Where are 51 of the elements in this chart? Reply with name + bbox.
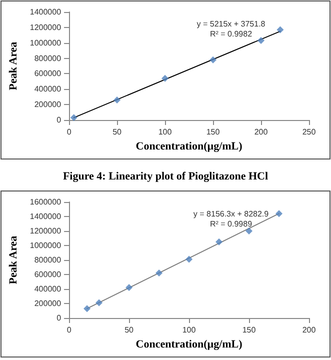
x-tick-label: 100 bbox=[158, 128, 172, 136]
point bbox=[246, 228, 253, 234]
x-tick-label: 50 bbox=[124, 326, 134, 334]
y-tick-label: 1200000 bbox=[30, 22, 62, 32]
point bbox=[216, 238, 223, 246]
x-tick-label: 250 bbox=[302, 128, 316, 136]
y-tick-label: 200000 bbox=[34, 299, 62, 308]
point bbox=[276, 210, 283, 218]
point bbox=[210, 56, 217, 64]
point bbox=[156, 270, 163, 277]
point bbox=[276, 26, 284, 34]
point bbox=[114, 96, 121, 104]
x-axis-title: Concentration(µg/mL) bbox=[136, 140, 243, 152]
x-tick-label: 150 bbox=[206, 128, 220, 136]
x-tick-label: 100 bbox=[182, 326, 196, 334]
y-tick-label: 1000000 bbox=[30, 38, 62, 48]
annotation: y = 5215x + 3751.8 bbox=[196, 20, 266, 28]
y-tick-label: 1400000 bbox=[30, 8, 62, 16]
y-tick-label: 1200000 bbox=[30, 226, 62, 236]
annotation: y = 8156.3x + 8282.9 bbox=[193, 210, 270, 218]
x-tick-label: 200 bbox=[302, 326, 316, 334]
point bbox=[258, 37, 265, 44]
y-tick-label: 600000 bbox=[34, 69, 62, 78]
annotation: R² = 0.9989 bbox=[210, 220, 253, 228]
y-tick-label: 1400000 bbox=[30, 212, 62, 221]
y-axis-title: Peak Area bbox=[8, 235, 20, 284]
y-axis-title: Peak Area bbox=[8, 41, 20, 90]
x-tick-label: 0 bbox=[66, 128, 72, 136]
point bbox=[70, 114, 78, 122]
x-tick-label: 200 bbox=[254, 128, 268, 136]
y-tick-label: 800000 bbox=[34, 54, 62, 63]
annotation: R² = 0.9982 bbox=[210, 30, 253, 38]
point bbox=[84, 305, 91, 312]
y-tick-label: 1600000 bbox=[30, 198, 62, 206]
point bbox=[162, 74, 169, 82]
y-tick-label: 800000 bbox=[34, 256, 62, 264]
point bbox=[96, 299, 103, 306]
y-tick-label: 400000 bbox=[34, 84, 62, 94]
point bbox=[126, 284, 133, 292]
y-tick-label: 400000 bbox=[34, 284, 62, 294]
y-tick-label: 200000 bbox=[34, 100, 62, 110]
point bbox=[186, 256, 193, 263]
y-tick-label: 0 bbox=[56, 314, 62, 322]
x-tick-label: 150 bbox=[242, 326, 256, 334]
text: Figure 4: Linearity plot of Pioglitazone HCl bbox=[62, 170, 268, 182]
x-tick-label: 50 bbox=[112, 128, 122, 136]
y-tick-label: 1000000 bbox=[30, 241, 62, 250]
x-tick-label: 0 bbox=[66, 326, 72, 334]
y-tick-label: 0 bbox=[56, 116, 62, 124]
y-tick-label: 600000 bbox=[34, 270, 62, 279]
x-axis-title: Concentration(µg/mL) bbox=[136, 338, 243, 350]
